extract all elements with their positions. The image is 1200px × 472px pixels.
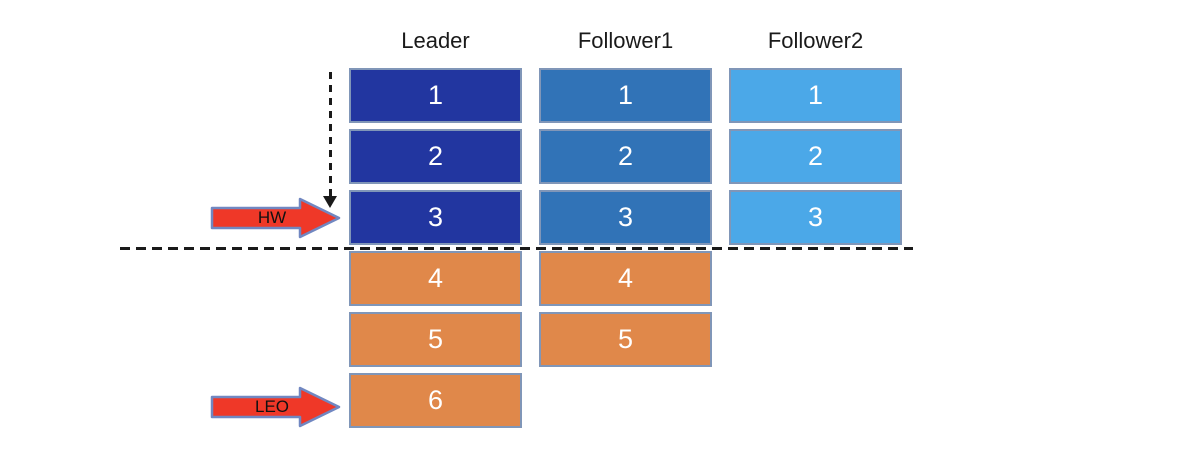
follower2-log-entry-1: 1 bbox=[729, 68, 902, 123]
leo-marker-arrow: LEO bbox=[210, 385, 342, 429]
leader-log-entry-4: 4 bbox=[349, 251, 522, 306]
follower1-log-entry-4: 4 bbox=[539, 251, 712, 306]
follower1-log-entry-5: 5 bbox=[539, 312, 712, 367]
leader-log-entry-5: 5 bbox=[349, 312, 522, 367]
block-arrow-right-icon bbox=[210, 197, 341, 239]
column-header-follower1: Follower1 bbox=[577, 28, 674, 53]
column-header-follower2: Follower2 bbox=[767, 28, 864, 53]
arrow-head-down-icon bbox=[323, 196, 337, 208]
follower1-log-entry-3: 3 bbox=[539, 190, 712, 245]
hw-divider-line bbox=[120, 247, 913, 250]
column-header-leader: Leader bbox=[401, 28, 470, 53]
leo-label: LEO bbox=[254, 397, 290, 416]
follower1-log-entry-1: 1 bbox=[539, 68, 712, 123]
follower2-log-entry-2: 2 bbox=[729, 129, 902, 184]
hw-marker-arrow: HW bbox=[210, 196, 342, 240]
block-arrow-right-icon bbox=[210, 386, 341, 428]
leader-log-entry-6: 6 bbox=[349, 373, 522, 428]
dashed-down-arrow-line bbox=[329, 72, 332, 196]
leader-log-entry-3: 3 bbox=[349, 190, 522, 245]
follower1-log-entry-2: 2 bbox=[539, 129, 712, 184]
leader-log-entry-1: 1 bbox=[349, 68, 522, 123]
hw-label: HW bbox=[257, 208, 287, 227]
follower2-log-entry-3: 3 bbox=[729, 190, 902, 245]
leader-log-entry-2: 2 bbox=[349, 129, 522, 184]
